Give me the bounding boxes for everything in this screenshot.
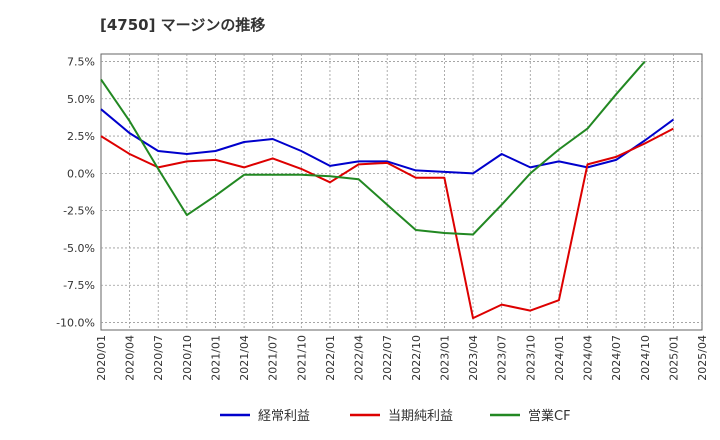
x-tick-label: 2023/07 (496, 335, 509, 381)
grid (100, 53, 703, 331)
y-tick-label: 7.5% (67, 55, 95, 68)
legend-label-1: 経常利益 (258, 409, 310, 424)
series-line-1 (100, 108, 674, 175)
legend-label-2: 当期純利益 (388, 409, 453, 424)
x-tick-label: 2020/07 (152, 335, 165, 381)
x-tick-label: 2022/04 (353, 335, 366, 381)
y-tick-label: 5.0% (67, 93, 95, 106)
x-tick-label: 2021/01 (209, 335, 222, 381)
x-tick-label: 2025/04 (696, 335, 709, 381)
series-layer (100, 60, 674, 320)
series-line-3 (100, 60, 646, 236)
x-tick-label: 2020/01 (95, 335, 108, 381)
x-tick-label: 2022/01 (324, 335, 337, 381)
x-tick-label: 2023/04 (467, 335, 480, 381)
x-tick-label: 2020/10 (181, 335, 194, 381)
x-tick-label: 2020/04 (124, 335, 137, 381)
x-tick-label: 2023/10 (524, 335, 537, 381)
x-tick-label: 2021/07 (267, 335, 280, 381)
x-tick-label: 2024/07 (610, 335, 623, 381)
legend: 経常利益 当期純利益 営業CF (220, 408, 571, 424)
x-tick-label: 2025/01 (667, 335, 680, 381)
y-tick-label: 2.5% (67, 130, 95, 143)
y-tick-label: 0.0% (67, 167, 95, 180)
legend-label-3: 営業CF (528, 408, 571, 424)
x-tick-label: 2023/01 (438, 335, 451, 381)
x-tick-label: 2021/10 (295, 335, 308, 381)
x-tick-label: 2024/01 (553, 335, 566, 381)
y-tick-label: -10.0% (56, 317, 95, 330)
y-tick-label: -2.5% (63, 205, 95, 218)
x-tick-label: 2024/10 (639, 335, 652, 381)
plot-frame (100, 53, 703, 331)
x-tick-label: 2022/07 (381, 335, 394, 381)
x-tick-label: 2021/04 (238, 335, 251, 381)
x-tick-label: 2024/04 (582, 335, 595, 381)
y-tick-label: -7.5% (63, 279, 95, 292)
series-line-2 (100, 127, 674, 320)
axes: 2020/01 2020/04 2020/07 2020/10 2021/01 2021/… (56, 55, 709, 380)
chart-title: [4750] マージンの推移 (100, 16, 266, 34)
x-tick-label: 2022/10 (410, 335, 423, 381)
y-tick-label: -5.0% (63, 242, 95, 255)
